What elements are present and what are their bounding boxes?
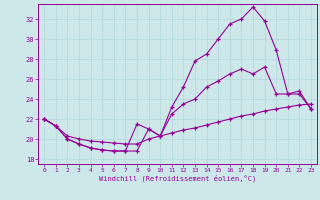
X-axis label: Windchill (Refroidissement éolien,°C): Windchill (Refroidissement éolien,°C) bbox=[99, 175, 256, 182]
